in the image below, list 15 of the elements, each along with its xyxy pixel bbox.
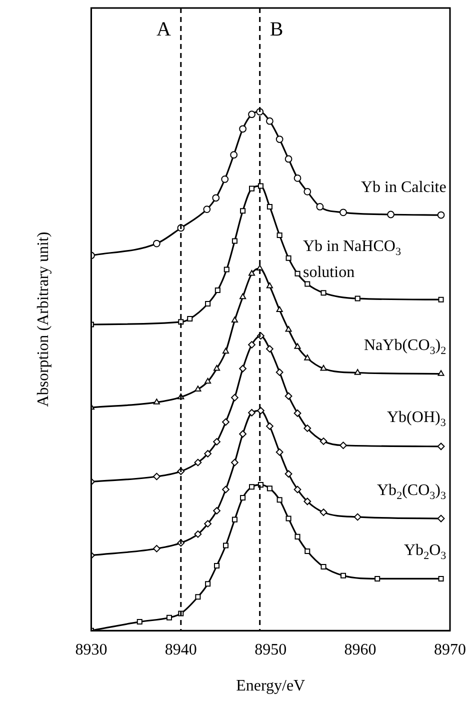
x-tick-label: 8930 <box>75 641 108 658</box>
series-label: Yb(OH)$_{3}$ <box>387 408 446 432</box>
x-tick-label: 8970 <box>434 641 466 658</box>
x-axis-title: Energy/eV <box>236 678 306 695</box>
x-tick-label: 8960 <box>344 641 376 658</box>
series-label: Yb$_{2}$(CO$_{3}$)$_{3}$ <box>377 480 446 504</box>
series-label: NaYb(CO$_{3}$)$_{2}$ <box>364 336 446 359</box>
ref-line-label: A <box>156 18 172 40</box>
ref-line-label: B <box>270 18 284 40</box>
y-axis-title: Absorption (Arbitrary unit) <box>34 232 52 407</box>
text: Yb in NaHCO$_{3}$ solution <box>303 238 401 281</box>
x-tick-label: 8950 <box>254 641 287 658</box>
x-tick-label: 8940 <box>164 641 197 658</box>
series-label: Yb$_{2}$O$_{3}$ <box>404 540 446 564</box>
series-label: Yb in Calcite <box>361 178 446 198</box>
